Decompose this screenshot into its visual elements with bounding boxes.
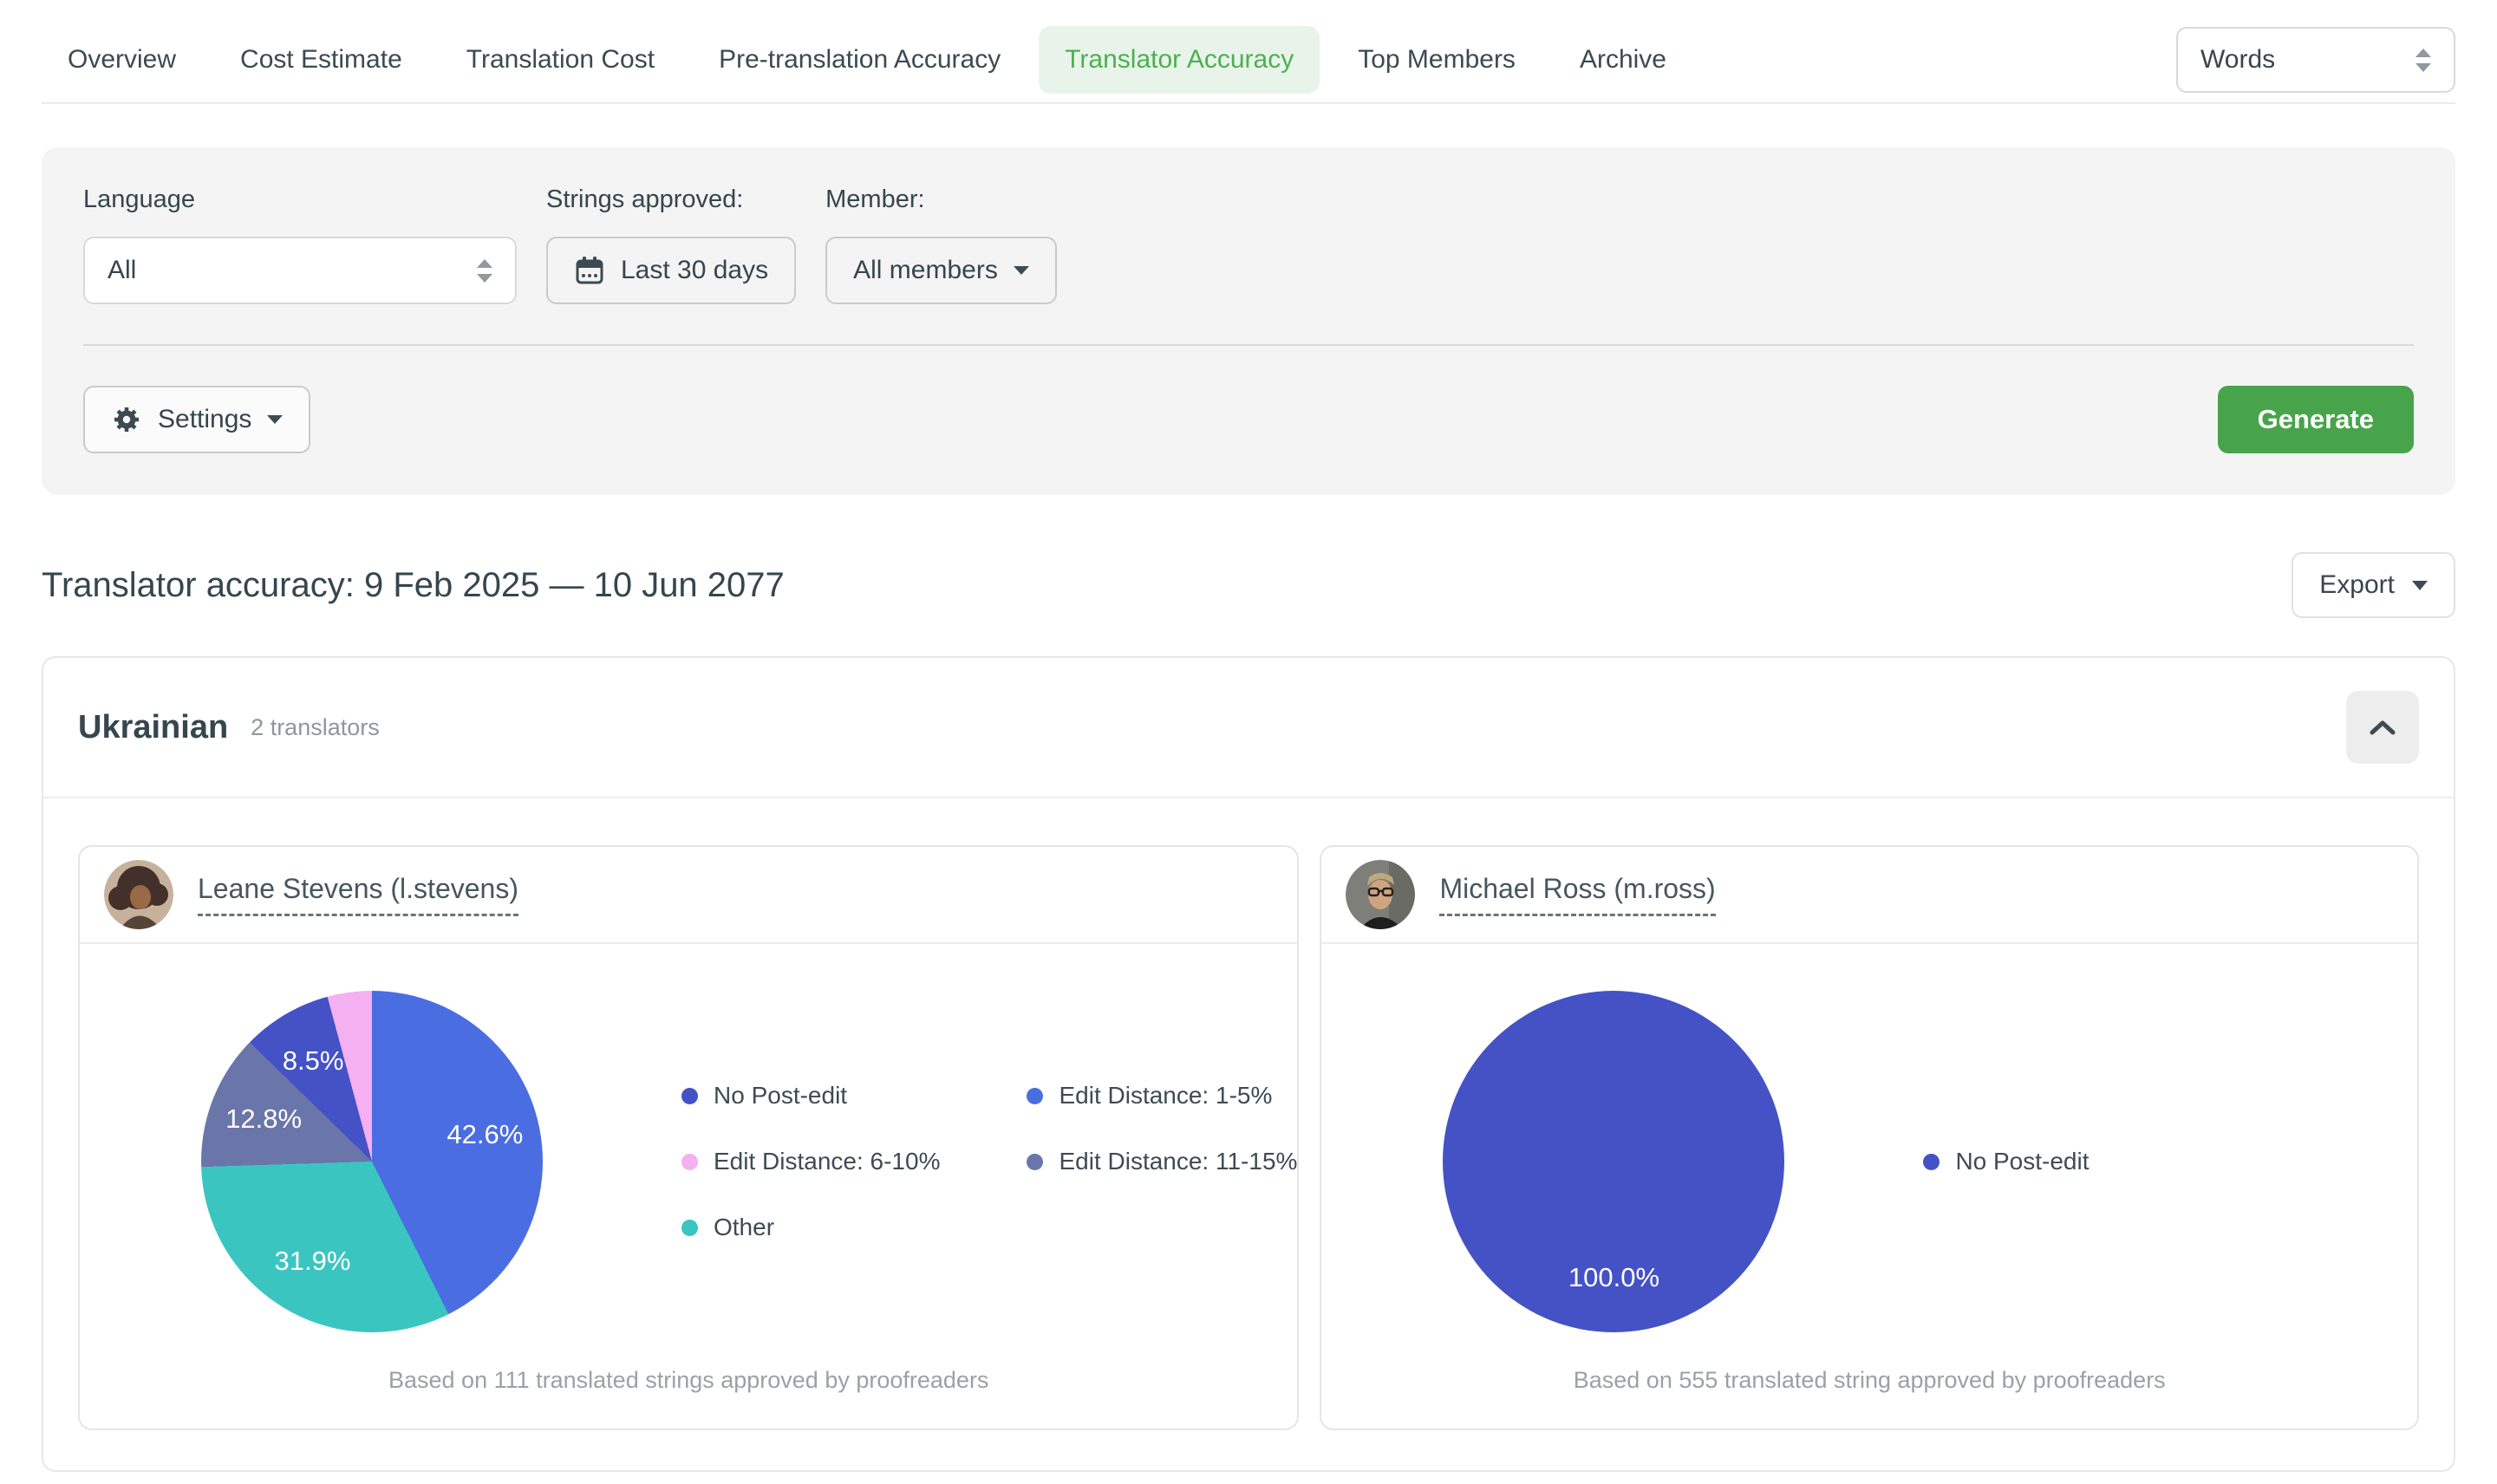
chart-area: 100.0% No Post-edit [1321, 944, 2417, 1332]
unit-select-value: Words [2200, 45, 2276, 74]
legend-dot [1027, 1087, 1044, 1104]
legend-dot [681, 1087, 698, 1104]
translators-count: 2 translators [251, 713, 380, 740]
tab-cost-estimate[interactable]: Cost Estimate [240, 45, 402, 74]
pie-slice-label: 31.9% [274, 1246, 351, 1277]
avatar[interactable] [104, 860, 173, 929]
legend-item[interactable]: No Post-edit [1923, 1148, 2090, 1175]
updown-arrows-icon [477, 258, 492, 283]
chart-footnote: Based on 111 translated strings approved… [388, 1367, 989, 1393]
legend-label: Edit Distance: 11-15% [1059, 1148, 1298, 1175]
tab-archive[interactable]: Archive [1579, 45, 1666, 74]
pie-slice-label: 8.5% [282, 1045, 344, 1077]
panel-divider [83, 344, 2414, 346]
settings-button[interactable]: Settings [83, 386, 311, 453]
date-range-button[interactable]: Last 30 days [546, 237, 797, 304]
language-select-value: All [108, 256, 137, 284]
translator-name-link[interactable]: Michael Ross (m.ross) [1439, 873, 1716, 916]
tabs-divider [42, 102, 2455, 104]
language-card: Ukrainian 2 translators [42, 656, 2455, 1472]
caret-down-icon [267, 415, 284, 424]
caret-down-icon [1013, 266, 1029, 275]
chart-footnote: Based on 555 translated string approved … [1573, 1367, 2166, 1393]
tab-top-members[interactable]: Top Members [1358, 45, 1516, 74]
language-select[interactable]: All [83, 237, 517, 304]
language-label: Language [83, 186, 196, 213]
gear-icon [111, 404, 142, 435]
member-select-value: All members [853, 256, 998, 284]
pie-slice-label: 42.6% [447, 1119, 524, 1150]
pie-chart[interactable]: 100.0% [1443, 991, 1785, 1332]
page-title: Translator accuracy: 9 Feb 2025 — 10 Jun… [42, 565, 785, 604]
legend-item[interactable]: Edit Distance: 1-5% [1027, 1082, 1297, 1110]
language-name: Ukrainian [78, 708, 229, 745]
chevron-up-icon [2370, 719, 2396, 735]
tab-translation-cost[interactable]: Translation Cost [466, 45, 655, 74]
strings-approved-label: Strings approved: [546, 186, 744, 213]
generate-button[interactable]: Generate [2217, 386, 2414, 453]
legend-item[interactable]: No Post-edit [681, 1082, 940, 1110]
translator-card-header: Michael Ross (m.ross) [1321, 847, 2417, 944]
collapse-button[interactable] [2346, 691, 2419, 764]
translator-cards-row: Leane Stevens (l.stevens) 42.6% 31.9% 12.8… [43, 798, 2454, 1470]
avatar-photo-man [1346, 860, 1416, 929]
legend-item[interactable]: Other [681, 1214, 940, 1241]
filter-panel: Language All Strings approved: [42, 147, 2455, 495]
chart-area: 42.6% 31.9% 12.8% 8.5% No Post-edit Edit Dis… [80, 944, 1297, 1332]
legend-label: Edit Distance: 6-10% [714, 1148, 941, 1175]
pie-slice-label: 12.8% [225, 1103, 303, 1135]
legend-label: No Post-edit [1955, 1148, 2090, 1175]
translator-name-link[interactable]: Leane Stevens (l.stevens) [198, 873, 518, 916]
legend-label: No Post-edit [714, 1082, 848, 1109]
avatar[interactable] [1346, 860, 1416, 929]
legend-label: Other [714, 1214, 775, 1240]
legend-dot [1923, 1153, 1940, 1170]
legend-item[interactable]: Edit Distance: 6-10% [681, 1148, 940, 1175]
pie-slice-label: 100.0% [1568, 1261, 1660, 1292]
translator-card-header: Leane Stevens (l.stevens) [80, 847, 1298, 944]
tab-pre-translation-accuracy[interactable]: Pre-translation Accuracy [719, 45, 1001, 74]
export-label: Export [2319, 570, 2395, 599]
legend-label: Edit Distance: 1-5% [1059, 1082, 1273, 1109]
translator-card: Michael Ross (m.ross) 100.0% No Post-edi… [1320, 845, 2419, 1430]
chart-legend: No Post-edit [1923, 1148, 2090, 1175]
pie-chart[interactable]: 42.6% 31.9% 12.8% 8.5% [201, 991, 543, 1332]
legend-dot [1027, 1153, 1044, 1170]
language-card-header: Ukrainian 2 translators [43, 658, 2454, 798]
settings-label: Settings [158, 405, 252, 433]
calendar-icon [574, 255, 605, 286]
legend-dot [681, 1153, 698, 1170]
chart-legend: No Post-edit Edit Distance: 1-5% Edit Dist… [681, 1082, 1297, 1241]
unit-select[interactable]: Words [2176, 27, 2455, 93]
export-button[interactable]: Export [2292, 552, 2455, 618]
tab-translator-accuracy[interactable]: Translator Accuracy [1039, 26, 1320, 94]
member-select-button[interactable]: All members [825, 237, 1057, 304]
avatar-photo-woman [104, 860, 173, 929]
caret-down-icon [2412, 580, 2428, 590]
report-tabs: Overview Cost Estimate Translation Cost … [0, 0, 2497, 97]
updown-arrows-icon [2416, 48, 2431, 72]
legend-item[interactable]: Edit Distance: 11-15% [1027, 1148, 1297, 1175]
date-range-value: Last 30 days [621, 256, 769, 284]
member-label: Member: [825, 186, 925, 213]
legend-dot [681, 1219, 698, 1236]
tab-overview[interactable]: Overview [68, 45, 177, 74]
translator-card: Leane Stevens (l.stevens) 42.6% 31.9% 12.8… [78, 845, 1300, 1430]
